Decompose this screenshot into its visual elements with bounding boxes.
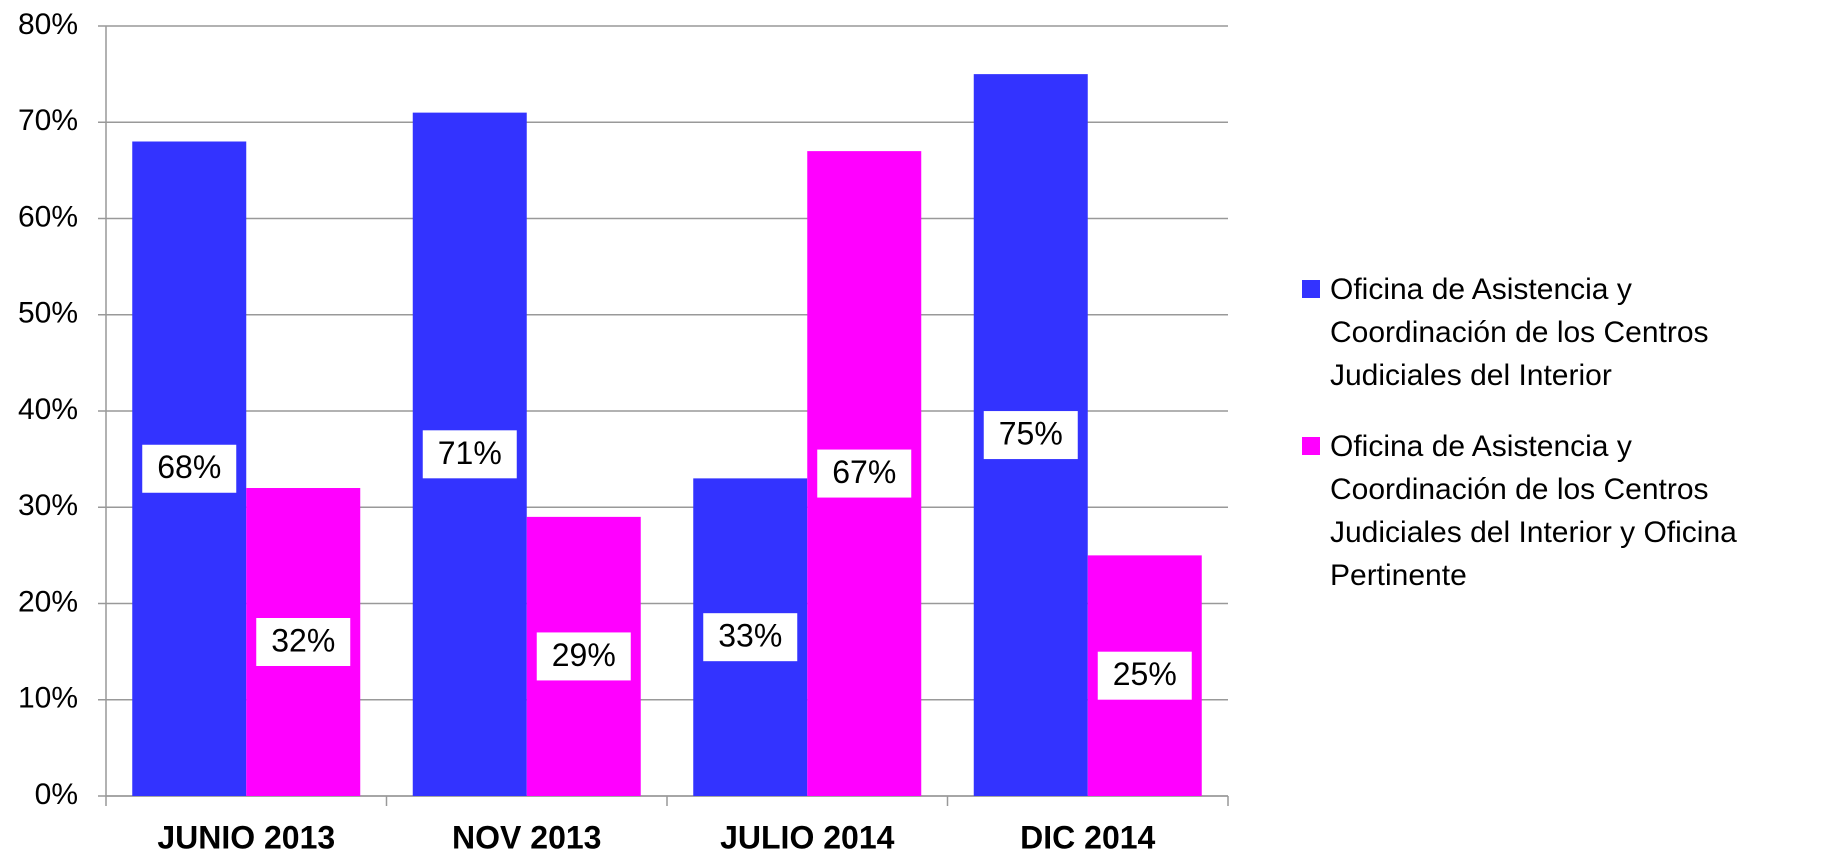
data-label: 29% [552,637,616,673]
data-label-box [536,632,631,681]
data-label: 75% [999,416,1063,452]
legend-swatch [1302,437,1320,455]
legend-label: Oficina de Asistencia y Coordinación de … [1330,430,1737,592]
y-tick-label: 0% [35,778,78,811]
data-label-box [142,444,237,493]
y-tick-label: 50% [18,297,78,330]
data-label: 71% [438,435,502,471]
x-tick-label: JUNIO 2013 [157,819,335,855]
y-tick-label: 10% [18,682,78,715]
data-label-box [817,449,912,498]
y-tick-label: 60% [18,200,78,233]
x-tick-label: JULIO 2014 [720,819,895,855]
data-label-box [983,411,1078,460]
y-tick-label: 30% [18,489,78,522]
data-label-box [422,430,517,479]
legend-label: Oficina de Asistencia y Coordinación de … [1330,273,1709,392]
y-tick-label: 80% [18,8,78,41]
legend: Oficina de Asistencia y Coordinación de … [1302,268,1822,625]
x-tick-label: NOV 2013 [452,819,601,855]
x-tick-label: DIC 2014 [1020,819,1155,855]
y-tick-label: 70% [18,104,78,137]
legend-item: Oficina de Asistencia y Coordinación de … [1302,268,1822,397]
data-label: 32% [271,622,335,658]
y-tick-label: 40% [18,393,78,426]
data-label: 33% [718,618,782,654]
y-tick-label: 20% [18,585,78,618]
data-label: 25% [1113,656,1177,692]
data-label: 68% [157,449,221,485]
data-label-box [703,613,798,662]
legend-item: Oficina de Asistencia y Coordinación de … [1302,425,1822,597]
data-label: 67% [832,454,896,490]
data-label-box [256,618,351,666]
legend-swatch [1302,280,1320,298]
data-label-box [1097,651,1192,700]
